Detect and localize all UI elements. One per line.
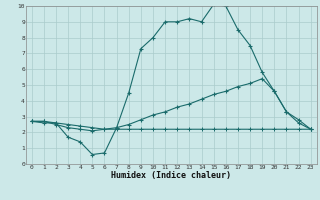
X-axis label: Humidex (Indice chaleur): Humidex (Indice chaleur) xyxy=(111,171,231,180)
